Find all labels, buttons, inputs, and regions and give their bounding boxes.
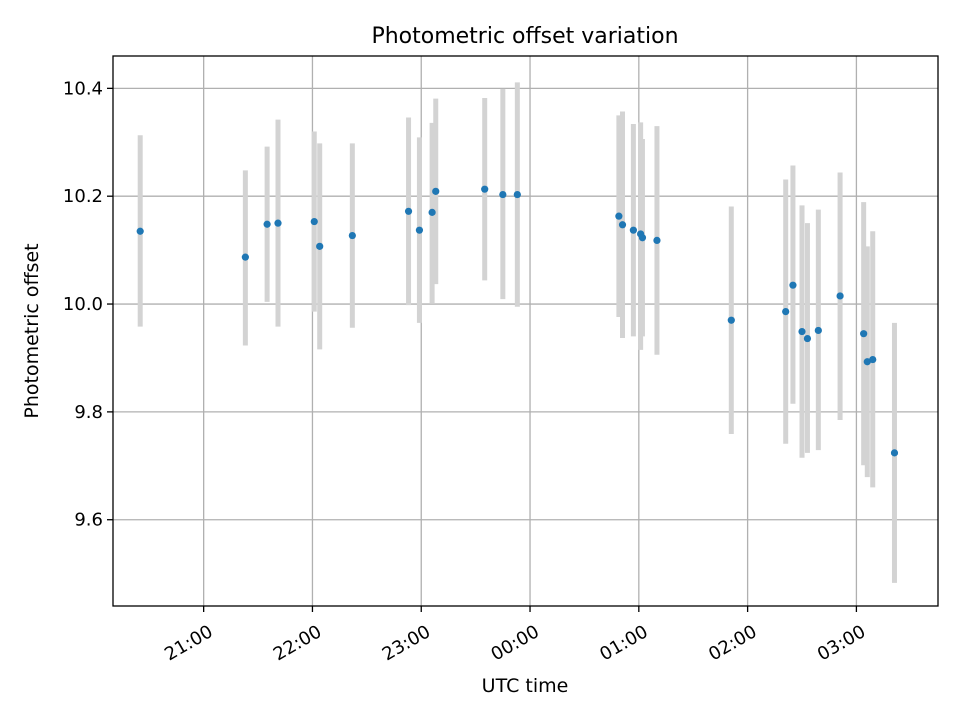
data-point: [263, 220, 271, 228]
data-point: [415, 226, 424, 234]
data-point: [274, 219, 282, 227]
data-point: [481, 185, 489, 193]
data-point: [348, 231, 356, 240]
data-point: [615, 212, 623, 220]
data-point: [860, 330, 868, 338]
data-point: [803, 334, 812, 343]
y-tick-label: 10.4: [63, 78, 103, 99]
chart-title: Photometric offset variation: [371, 24, 678, 49]
data-point: [513, 190, 521, 199]
y-tick-label: 9.6: [74, 510, 103, 531]
data-point: [814, 326, 822, 335]
data-point: [789, 281, 797, 289]
data-point: [428, 208, 436, 216]
data-point: [638, 234, 647, 242]
data-point: [869, 355, 877, 364]
data-points: [136, 185, 899, 457]
data-point: [241, 253, 249, 261]
data-point: [618, 221, 627, 229]
data-point: [890, 449, 899, 457]
x-axis-label: UTC time: [482, 675, 569, 697]
data-point: [629, 226, 637, 234]
plot-frame: [112, 55, 939, 607]
data-point: [863, 358, 871, 366]
data-point: [136, 227, 144, 235]
y-tick-label: 10.0: [63, 294, 103, 315]
y-tick-label: 10.2: [63, 186, 103, 207]
y-axis-label: Photometric offset: [21, 243, 43, 418]
data-point: [798, 327, 806, 336]
data-point: [836, 292, 844, 300]
data-point: [432, 187, 440, 195]
data-point: [404, 207, 413, 215]
data-point: [499, 190, 507, 199]
data-point: [653, 236, 661, 245]
data-point: [310, 217, 318, 226]
y-tick-label: 9.8: [74, 402, 103, 423]
data-point: [727, 316, 735, 324]
data-point: [316, 242, 324, 250]
data-point: [782, 307, 790, 316]
